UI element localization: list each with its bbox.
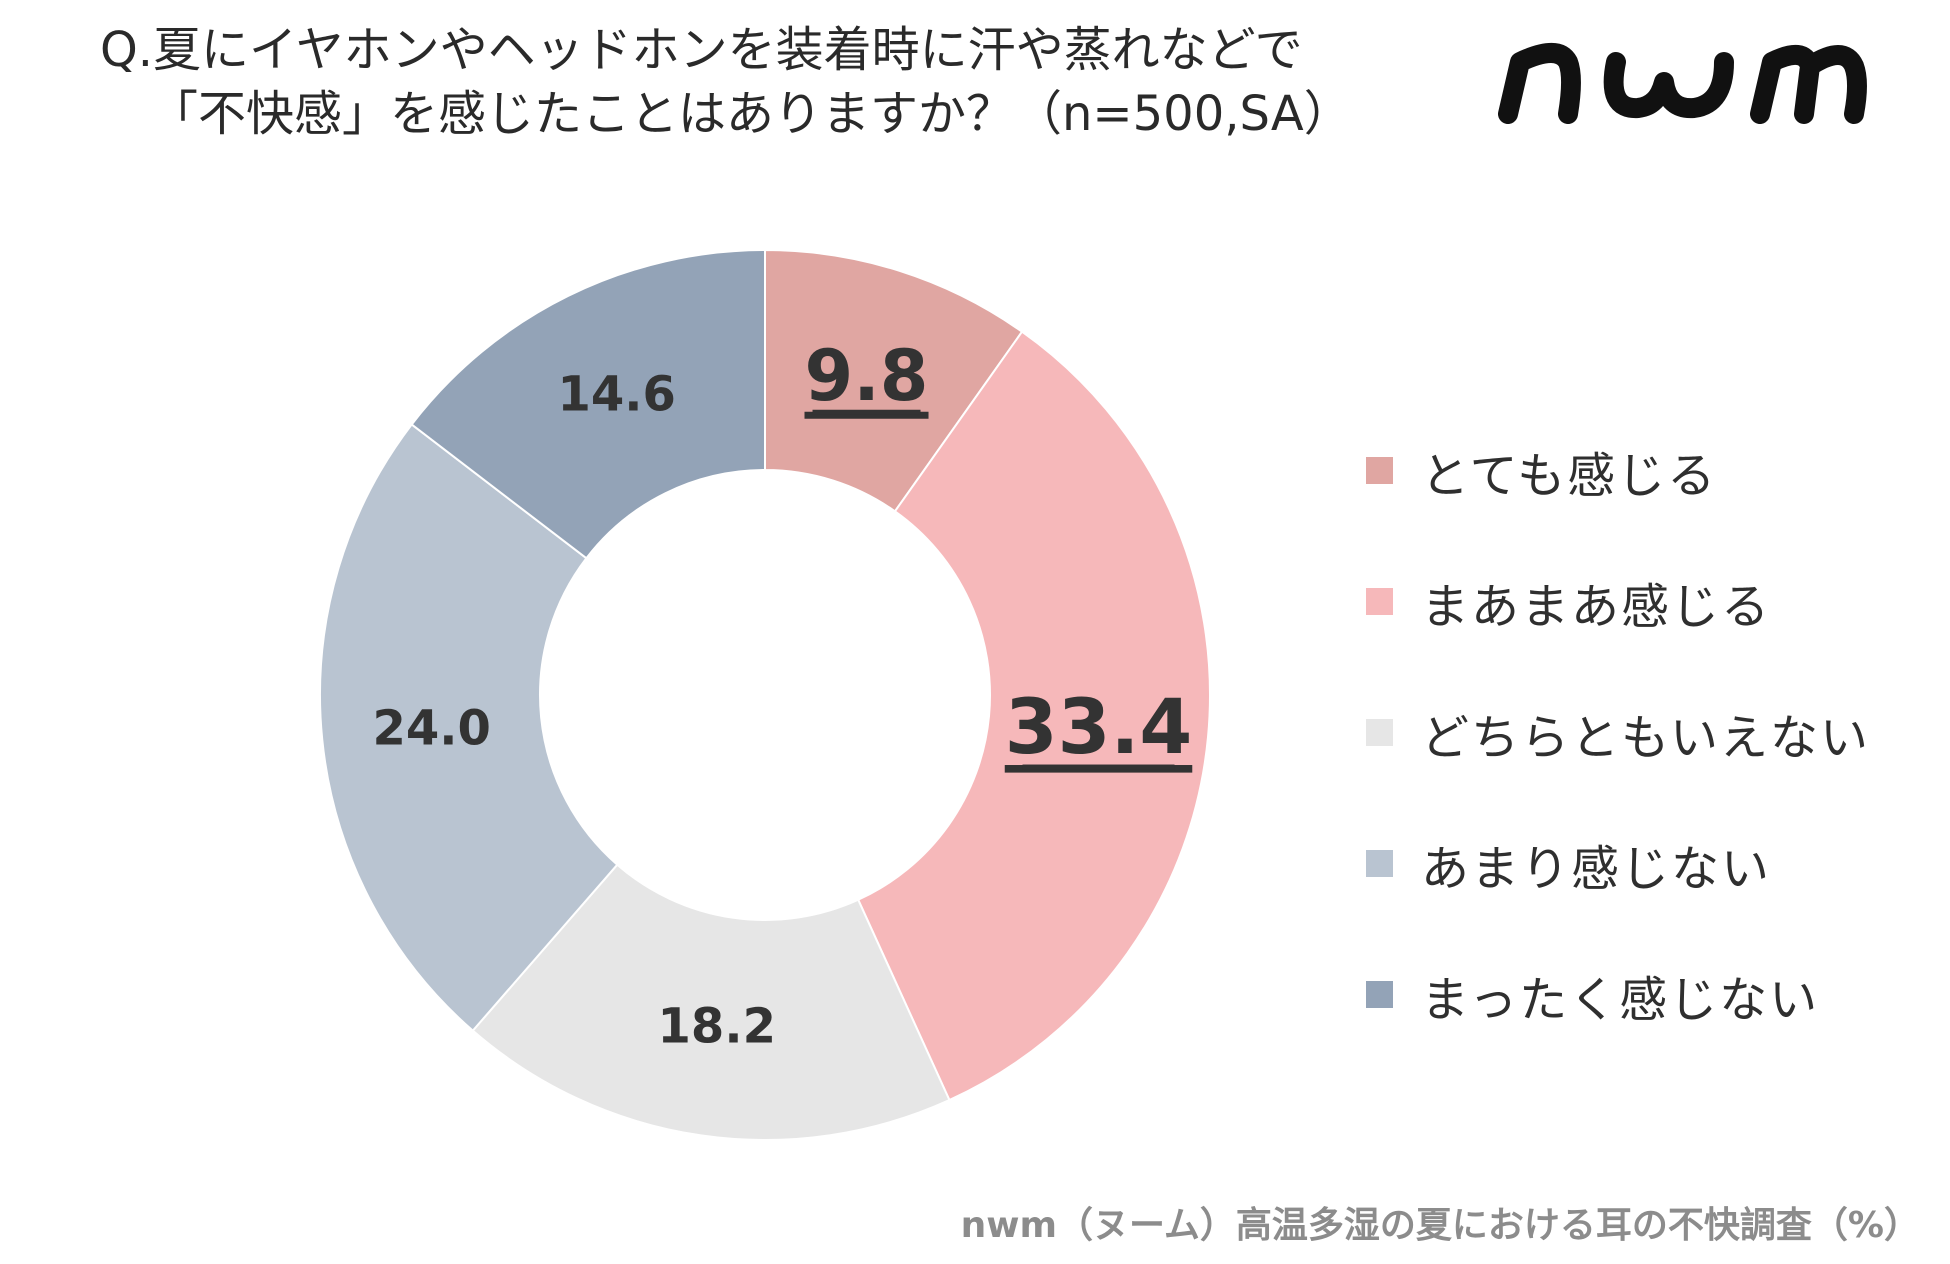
donut-chart-svg: 9.8 33.4 18.2 24.0 14.6	[319, 248, 1211, 1141]
legend-label: まあまあ感じる	[1421, 578, 1772, 635]
legend-label: どちらともいえない	[1421, 709, 1871, 766]
slice-value-underline-1	[812, 409, 921, 415]
donut-slice-4	[319, 423, 619, 1033]
nwm-logo-icon: nwm	[1498, 22, 1867, 124]
slice-value-label-2: 33.4	[1005, 682, 1193, 771]
slice-value-label-3: 18.2	[658, 999, 776, 1055]
legend-item-4: あまり感じない	[1366, 798, 1926, 929]
legend-swatch-icon	[1366, 719, 1393, 746]
legend-swatch-icon	[1366, 457, 1393, 484]
legend-item-2: まあまあ感じる	[1366, 536, 1926, 667]
donut-slice-3	[471, 863, 951, 1141]
legend-swatch-icon	[1366, 850, 1393, 877]
slice-value-underline-2	[1022, 764, 1175, 770]
legend-item-1: とても感じる	[1366, 405, 1926, 536]
legend-swatch-icon	[1366, 981, 1393, 1008]
logo-text: nwm	[1498, 22, 1500, 23]
legend-item-5: まったく感じない	[1366, 929, 1926, 1060]
source-caption: nwm（ヌーム）高温多湿の夏における耳の不快調査（%）	[960, 1205, 1920, 1246]
donut-chart: 9.8 33.4 18.2 24.0 14.6	[300, 240, 1240, 1160]
donut-slice-5	[410, 248, 766, 560]
legend-label: まったく感じない	[1421, 971, 1820, 1028]
legend-label: とても感じる	[1421, 447, 1718, 504]
slice-value-label-1: 9.8	[805, 335, 929, 417]
title-line-2: 「不快感」を感じたことはありますか？（n=500,SA）	[150, 86, 1352, 142]
legend-swatch-icon	[1366, 588, 1393, 615]
slice-value-label-5: 14.6	[557, 367, 675, 423]
donut-slice-2	[856, 330, 1211, 1102]
legend-label: あまり感じない	[1421, 840, 1772, 897]
title-line-1: Q.夏にイヤホンやヘッドホンを装着時に汗や蒸れなどで	[100, 22, 1303, 78]
slice-value-label-4: 24.0	[372, 701, 490, 757]
brand-logo: nwm	[1498, 22, 1904, 132]
chart-title: Q.夏にイヤホンやヘッドホンを装着時に汗や蒸れなどで 「不快感」を感じたことはあ…	[100, 18, 1460, 146]
legend-item-3: どちらともいえない	[1366, 667, 1926, 798]
chart-legend: とても感じる まあまあ感じるどちらともいえない あまり感じない まったく感じない	[1366, 405, 1926, 1060]
